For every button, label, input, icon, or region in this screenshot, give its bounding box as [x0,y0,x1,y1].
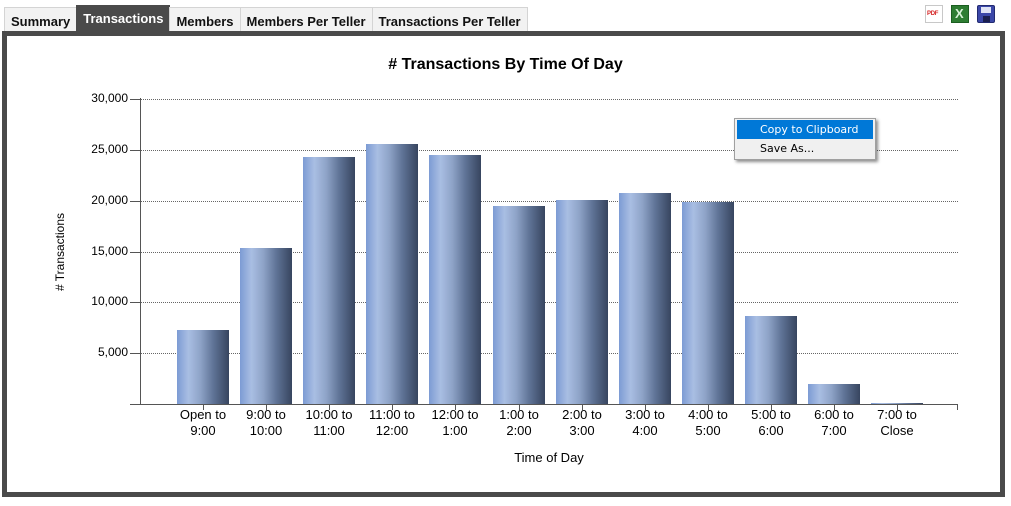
menu-item-save-as[interactable]: Save As... [760,142,815,155]
tab-transactions[interactable]: Transactions [76,5,171,32]
tab-summary[interactable]: Summary [4,7,78,32]
x-tick-mark [455,404,456,410]
bar[interactable] [177,330,229,404]
context-menu: Copy to Clipboard Save As... [734,118,876,160]
x-tick-mark [582,404,583,410]
bar[interactable] [366,144,418,404]
y-tick-mark [130,201,140,202]
gridline [141,353,958,354]
bar[interactable] [808,384,860,404]
y-tick-label: 30,000 [91,91,128,105]
pdf-icon-label: PDF [927,11,939,17]
gridline [141,99,958,100]
excel-icon-label: X [955,6,964,21]
y-tick-mark [130,353,140,354]
excel-export-icon[interactable]: X [951,5,969,23]
x-category-label: 3:00 to 4:00 [625,407,665,438]
x-axis-line [140,404,958,405]
tab-members-per-teller[interactable]: Members Per Teller [239,7,373,32]
x-axis-label: Time of Day [514,450,584,465]
x-category-label: 10:00 to 11:00 [305,407,353,438]
x-category-label: 9:00 to 10:00 [246,407,286,438]
y-axis-line [140,98,141,405]
y-tick-mark [130,302,140,303]
tab-transactions-per-teller[interactable]: Transactions Per Teller [371,7,528,32]
x-tick-mark [392,404,393,410]
bar[interactable] [745,316,797,404]
x-tick-mark [834,404,835,410]
bar[interactable] [619,193,671,404]
x-category-label: 1:00 to 2:00 [499,407,539,438]
report-tabs: Summary Transactions Members Members Per… [4,5,528,32]
x-tick-mark [771,404,772,410]
bar[interactable] [240,248,292,404]
x-category-label: 2:00 to 3:00 [562,407,602,438]
gridline [141,302,958,303]
tab-members[interactable]: Members [169,7,241,32]
x-category-label: 11:00 to 12:00 [368,407,416,438]
bar[interactable] [303,157,355,404]
y-tick-label: 10,000 [91,294,128,308]
y-tick-mark [130,99,140,100]
gridline [141,150,958,151]
x-tick-mark [519,404,520,410]
y-tick-label: 25,000 [91,142,128,156]
x-tick-mark [645,404,646,410]
pdf-export-icon[interactable]: PDF [925,5,943,23]
chart-title: # Transactions By Time Of Day [388,56,623,73]
x-category-label: Open to 9:00 [179,407,227,438]
y-tick-mark [130,252,140,253]
x-tick-mark [203,404,204,410]
bar[interactable] [493,206,545,404]
x-tick-mark [329,404,330,410]
y-tick-mark [130,404,140,405]
bar[interactable] [682,202,734,404]
y-tick-label: 5,000 [97,345,128,359]
x-category-label: 12:00 to 1:00 [431,407,479,438]
bar[interactable] [556,200,608,404]
x-tick-mark [266,404,267,410]
y-tick-mark [130,150,140,151]
save-icon[interactable] [977,5,995,23]
x-tick-mark [897,404,898,410]
x-category-label: 7:00 to Close [877,407,917,438]
y-tick-label: 20,000 [91,193,128,207]
x-category-label: 6:00 to 7:00 [814,407,854,438]
x-category-label: 4:00 to 5:00 [688,407,728,438]
gridline [141,252,958,253]
export-toolbar: PDF X [925,5,995,23]
bar[interactable] [871,403,923,404]
menu-item-copy-to-clipboard[interactable]: Copy to Clipboard [737,120,873,139]
x-tick-mark [708,404,709,410]
x-axis-end-tick [957,404,958,410]
gridline [141,201,958,202]
x-category-label: 5:00 to 6:00 [751,407,791,438]
y-tick-label: 15,000 [91,244,128,258]
bar[interactable] [429,155,481,404]
